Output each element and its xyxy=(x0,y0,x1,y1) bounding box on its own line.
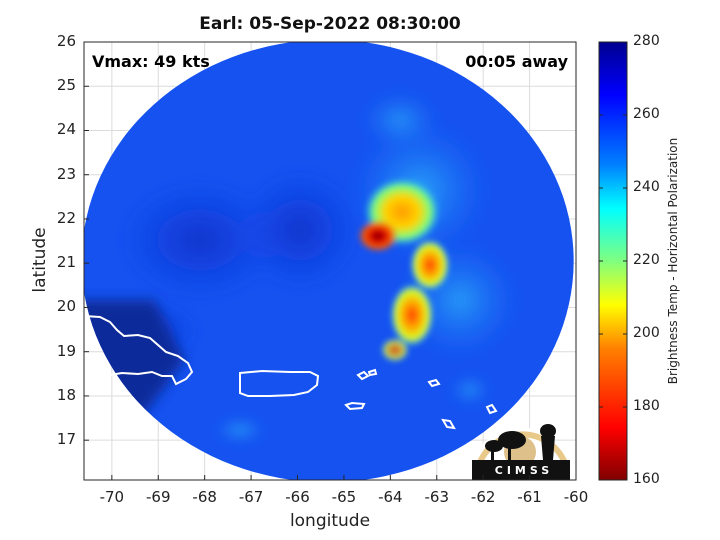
x-tick-label: -66 xyxy=(285,488,310,506)
x-tick-label: -63 xyxy=(424,488,450,506)
y-tick-label: 18 xyxy=(56,385,76,404)
colorbar-tick-label: 160 xyxy=(633,471,660,487)
hispaniola-coast xyxy=(84,315,194,387)
island-outline xyxy=(427,378,441,388)
island-outline xyxy=(485,403,498,415)
y-tick-label: 24 xyxy=(56,120,76,139)
y-tick-label: 26 xyxy=(56,32,76,50)
x-axis-label: longitude xyxy=(289,511,371,531)
y-tick-label: 20 xyxy=(56,297,76,316)
y-tick-label: 21 xyxy=(56,253,76,272)
x-tick-label: -64 xyxy=(378,488,403,506)
puerto-rico-coast xyxy=(239,369,320,397)
island-outline xyxy=(441,418,456,430)
cimss-logo xyxy=(472,424,570,480)
colorbar-tick-label: 240 xyxy=(633,179,660,195)
island-outline xyxy=(513,411,523,420)
tick-marks xyxy=(84,41,577,480)
colorbar-label: Brightness Temp - Horizontal Polarizatio… xyxy=(666,137,680,385)
x-tick-label: -61 xyxy=(517,488,542,506)
chart-title: Earl: 05-Sep-2022 08:30:00 xyxy=(199,14,461,34)
y-tick-label: 19 xyxy=(56,341,76,360)
colorbar-tick-label: 180 xyxy=(633,398,660,414)
x-tick-label: -60 xyxy=(563,488,589,506)
x-tick-label: -70 xyxy=(99,488,125,506)
colorbar-tick-label: 280 xyxy=(633,33,660,49)
x-tick-label: -65 xyxy=(331,488,357,506)
brightness-swath xyxy=(84,42,574,480)
island-outline xyxy=(356,370,370,381)
time-offset-label: 00:05 away xyxy=(465,52,568,71)
colorbar-tick-label: 260 xyxy=(633,106,660,122)
colorbar-tick-label: 220 xyxy=(633,252,660,268)
island-outline xyxy=(367,368,378,377)
y-tick-label: 23 xyxy=(56,164,76,183)
vmax-label: Vmax: 49 kts xyxy=(92,52,210,71)
colorbar-tick-marks xyxy=(599,41,627,481)
x-tick-label: -68 xyxy=(192,488,217,506)
x-tick-label: -62 xyxy=(470,488,496,506)
y-tick-label: 17 xyxy=(56,430,76,449)
y-tick-label: 22 xyxy=(56,208,76,227)
x-tick-label: -69 xyxy=(146,488,171,506)
island-outline xyxy=(344,401,366,411)
x-tick-label: -67 xyxy=(238,488,264,506)
logo-text: CIMSS xyxy=(494,464,554,477)
y-axis-label: latitude xyxy=(30,227,50,293)
colorbar-tick-label: 200 xyxy=(633,325,660,341)
coastlines xyxy=(84,315,523,430)
y-tick-label: 25 xyxy=(56,76,76,95)
axes-frame xyxy=(83,41,577,481)
colorbar xyxy=(598,41,628,481)
